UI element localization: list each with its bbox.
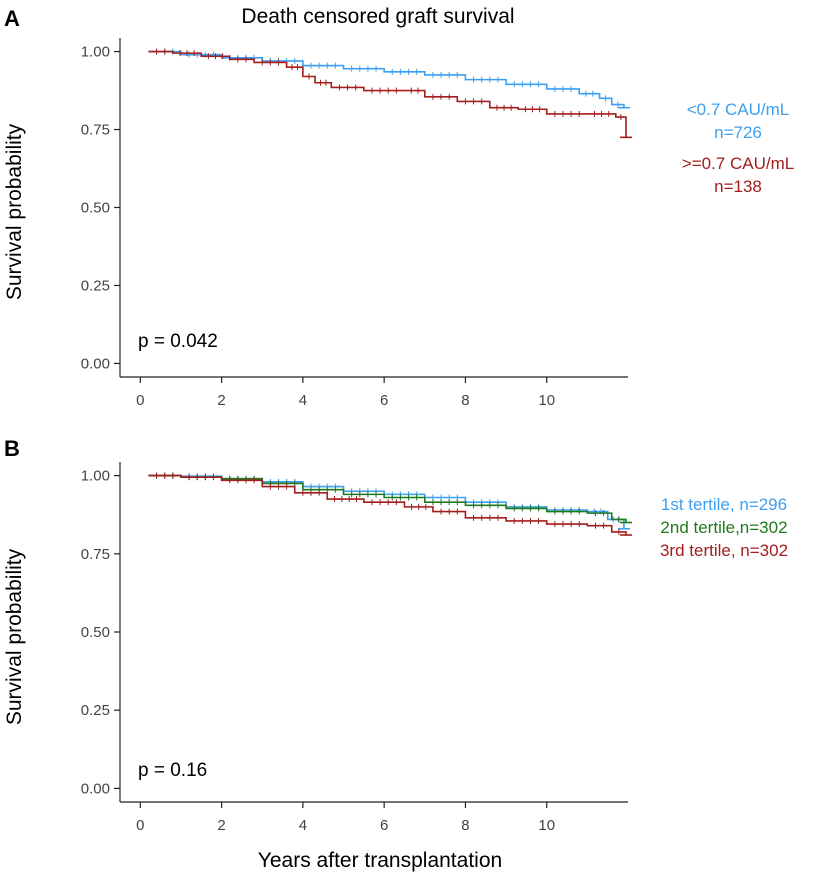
km-curve-1 bbox=[148, 50, 625, 108]
curves-b bbox=[148, 472, 632, 536]
y-tick-label: 0.00 bbox=[81, 780, 110, 797]
y-tick-label: 1.00 bbox=[81, 468, 110, 485]
censor-marks-2 bbox=[156, 48, 622, 121]
x-tick-label: 0 bbox=[136, 817, 144, 834]
legend-entry-1: n=726 bbox=[714, 123, 762, 142]
km-curve-2 bbox=[148, 50, 627, 138]
x-tick-label: 0 bbox=[136, 392, 144, 409]
censor-marks-3 bbox=[156, 472, 620, 535]
y-tick-label: 0.50 bbox=[81, 624, 110, 641]
panel-a: A Death censored graft survival Survival… bbox=[3, 5, 794, 409]
y-tick-label: 0.50 bbox=[81, 200, 110, 217]
panel-b: B Survival probability p = 0.16 0.00 0.25… bbox=[3, 436, 788, 834]
legend-b: 1st tertile, n=296 2nd tertile,n=302 3rd t… bbox=[660, 495, 788, 560]
x-tick-label: 6 bbox=[380, 392, 388, 409]
y-tick-label: 0.75 bbox=[81, 546, 110, 563]
x-tick-label: 4 bbox=[299, 392, 307, 409]
p-value-label: p = 0.16 bbox=[138, 760, 207, 781]
axes-a: 0.00 0.25 0.50 0.75 1.00 0 2 4 6 8 10 bbox=[81, 38, 628, 409]
legend-entry-2: n=138 bbox=[714, 177, 762, 196]
x-tick-label: 8 bbox=[461, 817, 469, 834]
legend-entry-2: >=0.7 CAU/mL bbox=[682, 154, 794, 173]
legend-a: <0.7 CAU/mL n=726 >=0.7 CAU/mL n=138 bbox=[682, 100, 794, 196]
legend-entry-2: 2nd tertile,n=302 bbox=[660, 518, 787, 537]
legend-entry-3: 3rd tertile, n=302 bbox=[660, 541, 788, 560]
chart-title: Death censored graft survival bbox=[241, 5, 514, 28]
y-tick-label: 0.00 bbox=[81, 355, 110, 372]
km-curve-2 bbox=[148, 474, 627, 523]
x-tick-label: 10 bbox=[538, 392, 555, 409]
panel-letter-a: A bbox=[4, 6, 20, 31]
legend-entry-1: <0.7 CAU/mL bbox=[687, 100, 790, 119]
y-tick-label: 0.75 bbox=[81, 122, 110, 139]
x-tick-label: 4 bbox=[299, 817, 307, 834]
km-curve-3 bbox=[148, 474, 627, 536]
y-axis-title: Survival probability bbox=[3, 123, 26, 300]
legend-entry-1: 1st tertile, n=296 bbox=[661, 495, 787, 514]
y-tick-label: 0.25 bbox=[81, 702, 110, 719]
x-tick-label: 2 bbox=[217, 392, 225, 409]
x-axis-title: Years after transplantation bbox=[258, 849, 502, 872]
curves-a bbox=[148, 48, 632, 139]
panel-letter-b: B bbox=[4, 436, 20, 461]
y-tick-label: 1.00 bbox=[81, 44, 110, 61]
axes-b: 0.00 0.25 0.50 0.75 1.00 0 2 4 6 8 10 bbox=[81, 462, 628, 834]
x-tick-label: 6 bbox=[380, 817, 388, 834]
x-tick-label: 8 bbox=[461, 392, 469, 409]
x-tick-label: 2 bbox=[217, 817, 225, 834]
y-axis-title: Survival probability bbox=[3, 548, 26, 725]
x-tick-label: 10 bbox=[538, 817, 555, 834]
y-tick-label: 0.25 bbox=[81, 277, 110, 294]
p-value-label: p = 0.042 bbox=[138, 331, 218, 352]
